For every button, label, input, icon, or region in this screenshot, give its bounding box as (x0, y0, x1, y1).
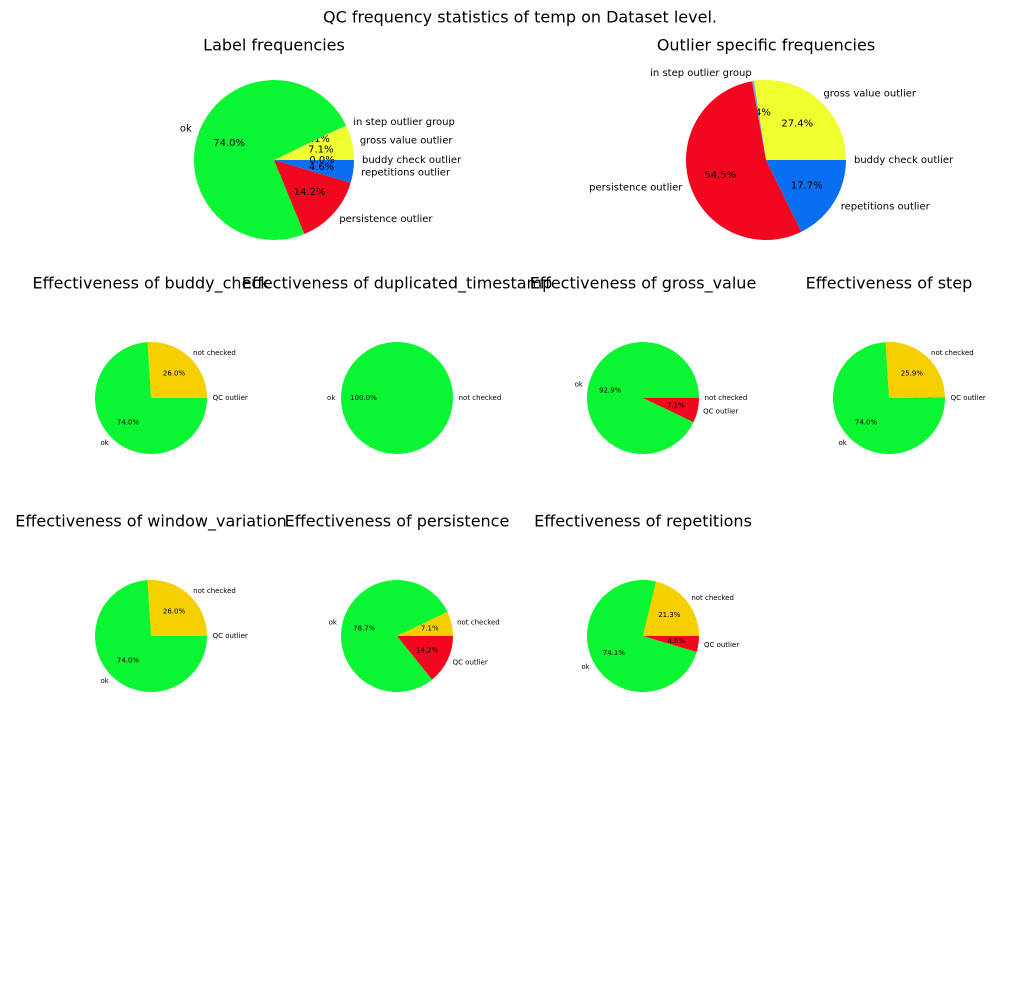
value-label: 4.6% (667, 637, 685, 645)
slice-label: ok (581, 663, 590, 671)
slice-label: QC outlier (213, 394, 248, 402)
pie-slice (274, 160, 354, 183)
chart-title: Outlier specific frequencies (657, 36, 875, 55)
chart-title: Effectiveness of duplicated_timestamp (242, 274, 553, 294)
slice-label: in step outlier group (353, 117, 455, 128)
chart-title: Effectiveness of buddy_check (33, 274, 271, 294)
value-label: 17.7% (791, 180, 823, 191)
value-label: 92.9% (599, 387, 622, 395)
slice-label: in step outlier group (650, 68, 752, 79)
value-label: 26.0% (163, 370, 186, 378)
slice-label: ok (100, 439, 109, 447)
value-label: 27.4% (781, 119, 813, 130)
chart-title: Effectiveness of repetitions (534, 512, 752, 531)
pie-slice (686, 81, 802, 240)
pie-slice (95, 342, 207, 455)
slice-label: ok (180, 124, 192, 135)
pie-slice (147, 342, 207, 398)
slice-label: repetitions outlier (361, 168, 451, 179)
value-label: 4.6% (309, 162, 334, 173)
slice-label: ok (329, 618, 338, 626)
slice-label: buddy check outlier (854, 155, 954, 166)
value-label: 14.2% (294, 187, 326, 198)
slice-label: ok (100, 677, 109, 685)
slice-label: not checked (705, 394, 748, 402)
pie-slice (397, 611, 453, 636)
value-label: 0.1% (914, 394, 932, 402)
slice-label: buddy check outlier (362, 155, 462, 166)
value-label: 74.1% (603, 649, 626, 657)
value-label: 7.1% (667, 401, 685, 409)
value-label: 78.7% (353, 625, 376, 633)
value-label: 74.0% (117, 656, 140, 664)
pie-slice (274, 160, 351, 235)
value-label: 74.0% (117, 418, 140, 426)
pie-slice (274, 125, 354, 160)
slice-label: gross value outlier (360, 136, 454, 147)
chart-title: Effectiveness of gross_value (530, 274, 757, 294)
slice-label: persistence outlier (339, 214, 433, 225)
slice-label: QC outlier (951, 394, 986, 402)
pie-slice (194, 80, 346, 240)
value-label: 7.1% (421, 625, 439, 633)
slice-label: ok (327, 394, 336, 402)
slice-label: ok (838, 439, 847, 447)
slice-label: ok (575, 380, 584, 388)
value-label: 74.0% (213, 138, 245, 149)
pie-slice (274, 125, 347, 160)
value-label: 0.0% (309, 155, 334, 166)
pie-slice (751, 80, 766, 160)
slice-label: repetitions outlier (841, 201, 931, 212)
pie-slice (766, 160, 846, 232)
pie-slice (341, 342, 453, 454)
slice-label: not checked (459, 394, 502, 402)
pie-slice (341, 580, 448, 692)
figure-title: QC frequency statistics of temp on Datas… (323, 8, 717, 27)
slice-label: QC outlier (703, 408, 738, 416)
slice-label: gross value outlier (823, 88, 917, 99)
slice-label: persistence outlier (589, 182, 683, 193)
value-label: 21.3% (658, 611, 681, 619)
pie-slice (643, 636, 699, 652)
pie-slice (95, 580, 207, 692)
value-label: 14.2% (416, 646, 439, 654)
value-label: 26.0% (163, 608, 186, 616)
pie-slice (147, 579, 207, 636)
chart-title: Effectiveness of step (806, 274, 973, 293)
pie-slice (753, 79, 846, 160)
value-label: 25.9% (901, 369, 924, 377)
slice-label: QC outlier (213, 632, 248, 640)
value-label: 54.5% (705, 170, 737, 181)
chart-title: Effectiveness of window_variation (15, 512, 287, 532)
pie-slice (397, 636, 453, 680)
chart-title: Effectiveness of persistence (285, 512, 510, 531)
pie-slice (885, 342, 945, 398)
slice-label: not checked (457, 618, 500, 626)
value-label: 0.1% (305, 134, 330, 145)
value-label: 7.1% (308, 144, 333, 155)
slice-label: not checked (193, 587, 236, 595)
pie-slice (587, 580, 697, 693)
value-label: 100.0% (350, 394, 377, 402)
value-label: 0.4% (745, 108, 770, 119)
slice-label: QC outlier (453, 659, 488, 667)
slice-label: not checked (931, 349, 974, 357)
slice-label: not checked (691, 594, 734, 602)
chart-title: Label frequencies (203, 36, 345, 55)
slice-label: QC outlier (704, 641, 739, 649)
slice-label: not checked (193, 349, 236, 357)
pie-slice (643, 581, 699, 636)
pie-slice (587, 342, 699, 455)
value-label: 74.0% (855, 418, 878, 426)
pie-slice (833, 342, 945, 455)
pie-slice (643, 398, 699, 423)
